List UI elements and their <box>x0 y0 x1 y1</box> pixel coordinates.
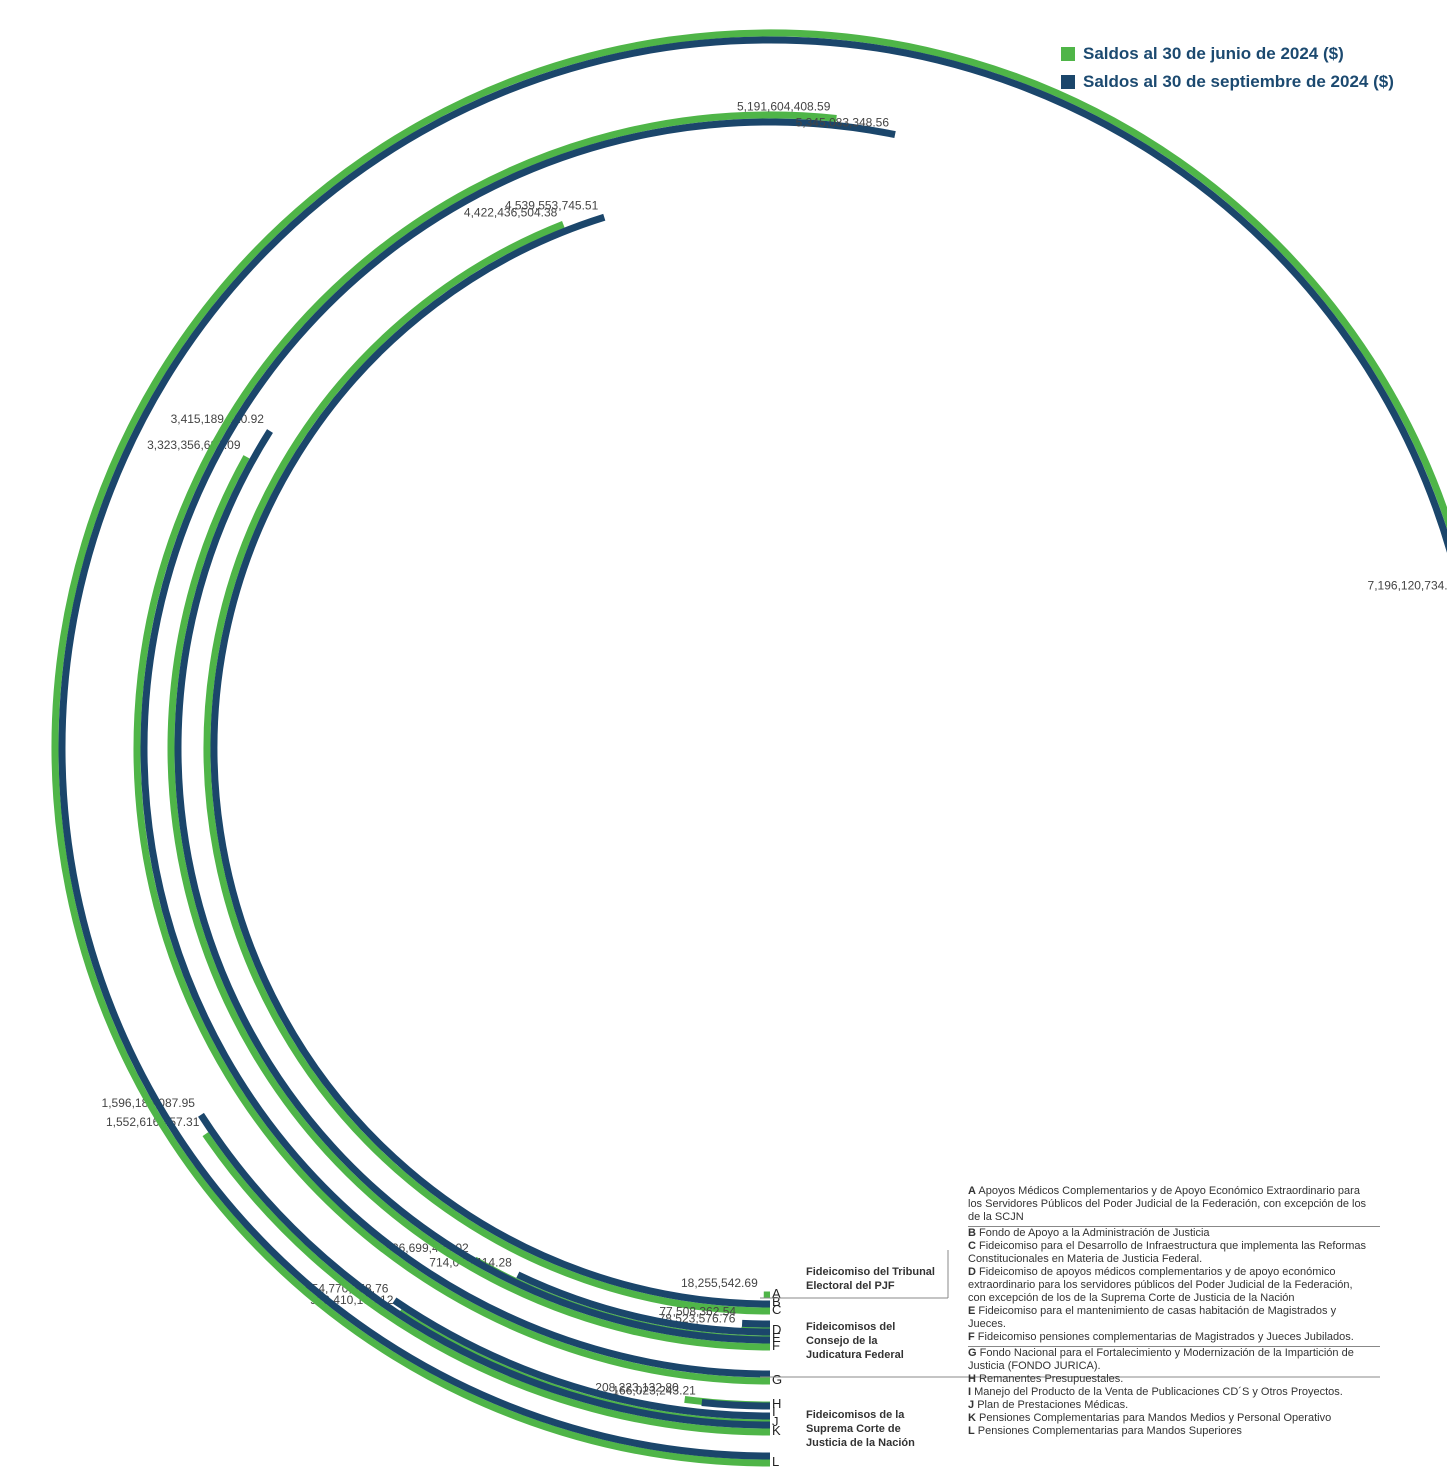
divider <box>968 1226 1380 1227</box>
bar-sep-j <box>392 1297 771 1420</box>
legend-label-jun: Saldos al 30 de junio de 2024 ($) <box>1083 44 1344 63</box>
category-letter-d: D <box>772 1322 781 1337</box>
category-letter-j: J <box>772 1414 779 1429</box>
value-label-jun-c: 4,422,436,504.38 <box>464 205 558 219</box>
category-letter-f: F <box>772 1338 780 1353</box>
bar-sep-d <box>741 1319 771 1328</box>
bar-jun-l <box>51 29 1447 1467</box>
category-letter-g: G <box>772 1372 782 1387</box>
category-letter-b: B <box>772 1294 781 1309</box>
desc-g: G Fondo Nacional para el Fortalecimiento… <box>968 1347 1354 1372</box>
category-letter-e: E <box>772 1330 781 1345</box>
value-label-jun-l: 7,196,120,734.34 <box>1368 578 1447 592</box>
desc-f: F Fideicomiso pensiones complementarias … <box>968 1331 1354 1343</box>
value-label-sep-f: 3,415,189,810.92 <box>171 412 265 426</box>
desc-e: E Fideicomiso para el mantenimiento de c… <box>968 1305 1337 1330</box>
bar-sep-k <box>198 1112 771 1429</box>
value-label-sep-d: 77,508,362.54 <box>659 1304 736 1318</box>
legend-label-sep: Saldos al 30 de septiembre de 2024 ($) <box>1083 72 1394 91</box>
desc-k: K Pensiones Complementarias para Mandos … <box>968 1412 1332 1424</box>
desc-j: J Plan de Prestaciones Médicas. <box>968 1399 1129 1411</box>
legend: Saldos al 30 de junio de 2024 ($) Saldos… <box>1061 44 1394 100</box>
category-letter-h: H <box>772 1396 781 1411</box>
group-label-suprema: Fideicomisos de la Suprema Corte de Just… <box>806 1409 915 1449</box>
value-label-sep-g: 5,345,083,348.56 <box>796 116 890 130</box>
value-label-sep-i: 166,023,243.21 <box>612 1383 696 1397</box>
value-label-jun-g: 5,191,604,408.59 <box>737 99 831 113</box>
category-letter-k: K <box>772 1423 781 1438</box>
legend-swatch-jun <box>1061 47 1075 61</box>
value-label-sep-c: 4,539,553,745.51 <box>505 198 599 212</box>
bar-jun-g <box>133 111 837 1385</box>
value-label-jun-a: 18,255,542.69 <box>681 1276 758 1290</box>
group-label-consejo: Fideicomisos del Consejo de la Judicatur… <box>806 1321 904 1361</box>
desc-a: A Apoyos Médicos Complementarios y de Ap… <box>968 1185 1367 1223</box>
category-letter-i: I <box>772 1404 776 1419</box>
desc-c: C Fideicomiso para el Desarrollo de Infr… <box>968 1240 1367 1265</box>
category-letter-a: A <box>772 1286 781 1301</box>
bar-sep-f <box>174 429 771 1344</box>
desc-h: H Remanentes Presupuestales. <box>968 1373 1124 1385</box>
group-label-tribunal: Fideicomiso del Tribunal Electoral del P… <box>806 1266 935 1292</box>
bar-sep-e <box>516 1271 771 1336</box>
bar-sep-i <box>701 1398 771 1410</box>
category-letter-l: L <box>772 1454 779 1469</box>
legend-item-jun: Saldos al 30 de junio de 2024 ($) <box>1061 44 1394 64</box>
bar-jun-c <box>203 221 771 1315</box>
value-label-jun-h: 208,223,132.80 <box>595 1380 679 1394</box>
desc-b: B Fondo de Apoyo a la Administración de … <box>968 1227 1210 1239</box>
bar-jun-f <box>167 455 771 1351</box>
desc-l: L Pensiones Complementarias para Mandos … <box>968 1425 1242 1437</box>
bar-sep-g <box>140 118 896 1378</box>
bar-jun-k <box>202 1132 771 1436</box>
desc-i: I Manejo del Producto de la Venta de Pub… <box>968 1386 1343 1398</box>
legend-swatch-sep <box>1061 75 1075 89</box>
value-label-jun-k: 1,552,616,457.31 <box>106 1115 200 1129</box>
desc-d: D Fideicomiso de apoyos médicos compleme… <box>968 1266 1353 1304</box>
bar-sep-c <box>210 213 771 1308</box>
legend-item-sep: Saldos al 30 de septiembre de 2024 ($) <box>1061 72 1394 92</box>
bar-sep-l <box>58 36 1447 1460</box>
divider <box>968 1346 1380 1347</box>
category-letter-c: C <box>772 1302 781 1317</box>
category-descriptions: A Apoyos Médicos Complementarios y de Ap… <box>968 1185 1380 1438</box>
